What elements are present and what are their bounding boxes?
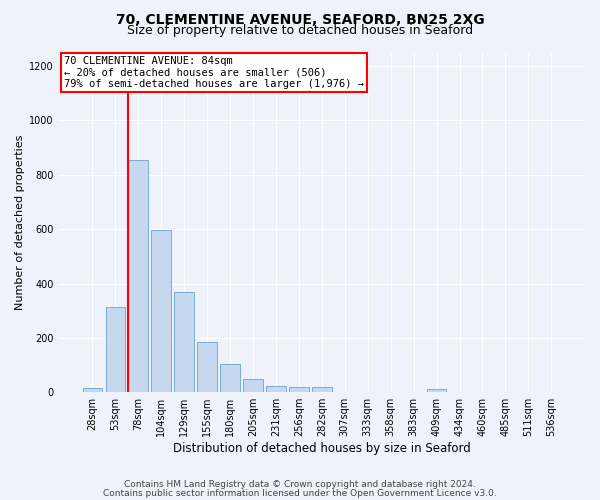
X-axis label: Distribution of detached houses by size in Seaford: Distribution of detached houses by size … (173, 442, 471, 455)
Bar (427, 389, 446, 392)
Bar (197, 342, 217, 392)
Bar (289, 388, 308, 392)
Bar (175, 292, 194, 392)
Bar (243, 380, 263, 392)
Text: Size of property relative to detached houses in Seaford: Size of property relative to detached ho… (127, 24, 473, 37)
Text: Contains public sector information licensed under the Open Government Licence v3: Contains public sector information licen… (103, 489, 497, 498)
Text: Contains HM Land Registry data © Crown copyright and database right 2024.: Contains HM Land Registry data © Crown c… (124, 480, 476, 489)
Text: 70 CLEMENTINE AVENUE: 84sqm
← 20% of detached houses are smaller (506)
79% of se: 70 CLEMENTINE AVENUE: 84sqm ← 20% of det… (64, 56, 364, 89)
Bar (106, 306, 125, 392)
Bar (312, 387, 332, 392)
Bar (266, 386, 286, 392)
Bar (128, 160, 148, 392)
Bar (151, 230, 171, 392)
Y-axis label: Number of detached properties: Number of detached properties (15, 134, 25, 310)
Bar (83, 388, 102, 392)
Bar (220, 364, 240, 392)
Text: 70, CLEMENTINE AVENUE, SEAFORD, BN25 2XG: 70, CLEMENTINE AVENUE, SEAFORD, BN25 2XG (116, 12, 484, 26)
